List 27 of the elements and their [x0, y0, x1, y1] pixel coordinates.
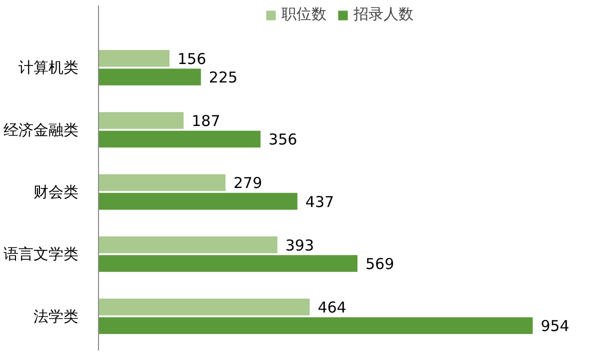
legend-label: 职位数	[282, 5, 326, 24]
y-tick-label: 经济金融类	[4, 120, 78, 139]
data-label: 569	[365, 254, 394, 273]
bar	[98, 236, 278, 254]
bar	[98, 317, 533, 334]
bar	[98, 255, 358, 272]
bar	[98, 112, 184, 129]
bar	[98, 50, 170, 67]
bar	[98, 68, 201, 86]
data-label: 225	[208, 68, 238, 86]
data-label: 437	[305, 192, 334, 211]
bar	[98, 298, 310, 316]
data-label: 464	[318, 298, 346, 316]
data-label: 279	[233, 174, 262, 192]
y-tick-label: 计算机类	[18, 58, 78, 77]
legend-label: 招录人数	[354, 5, 414, 24]
bar	[98, 174, 226, 192]
bar	[98, 130, 261, 148]
data-label: 954	[540, 317, 570, 336]
data-label: 156	[178, 50, 206, 68]
data-label: 393	[285, 236, 314, 254]
y-tick-label: 法学类	[34, 307, 78, 326]
y-tick-label: 财会类	[34, 182, 78, 201]
data-label: 187	[192, 112, 220, 130]
y-tick-label: 语言文学类	[4, 245, 78, 264]
bar	[98, 192, 298, 210]
data-label: 356	[268, 130, 298, 149]
